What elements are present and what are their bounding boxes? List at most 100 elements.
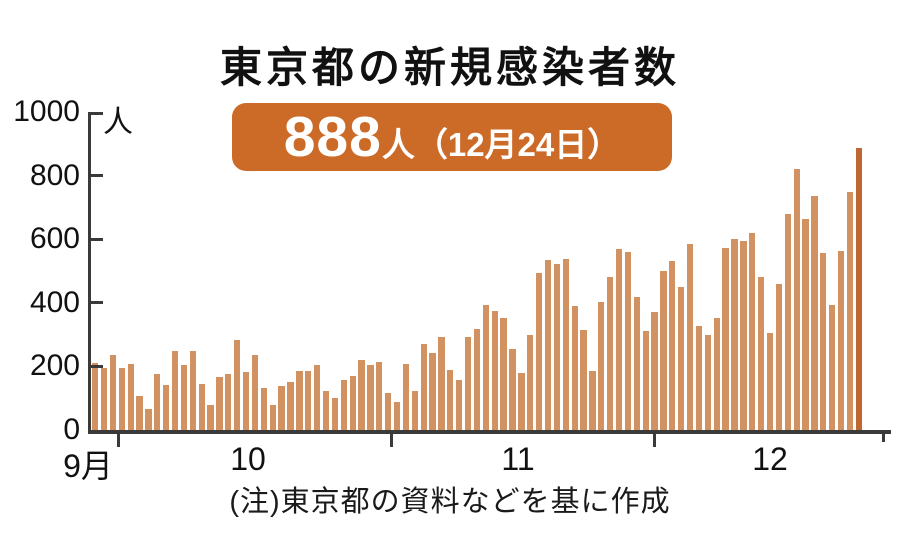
bar [553, 264, 561, 430]
bar [607, 277, 614, 430]
bar [562, 258, 569, 430]
bar [154, 373, 161, 430]
bar [367, 365, 374, 430]
bar [118, 367, 125, 430]
bar [198, 383, 205, 430]
chart-title: 東京都の新規感染者数 [219, 44, 680, 91]
bar [322, 390, 330, 430]
bar [740, 240, 747, 430]
y-axis-tick-label: 200 [29, 349, 80, 383]
bar [811, 195, 818, 430]
y-axis-tick [91, 112, 103, 115]
y-axis-tick [91, 301, 103, 305]
bar [491, 311, 498, 430]
y-axis-tick [91, 237, 103, 241]
bar [624, 251, 632, 430]
bar [269, 405, 276, 430]
y-axis-unit-label: 人 [103, 106, 133, 139]
bar [376, 361, 383, 430]
bar [234, 339, 241, 430]
bar [855, 147, 862, 430]
badge-value: 888 [283, 105, 382, 169]
bar [713, 318, 720, 430]
bar [456, 380, 463, 430]
bar [314, 365, 321, 430]
y-axis-tick-label: 600 [29, 222, 80, 256]
bar [296, 371, 303, 430]
bar [722, 248, 729, 430]
bar [615, 248, 623, 430]
bar [598, 302, 605, 430]
x-axis-tick [390, 430, 393, 447]
bar [358, 359, 365, 430]
bar [349, 375, 356, 430]
bar [447, 369, 454, 430]
bar [695, 326, 703, 430]
bar [464, 336, 472, 430]
bar [402, 363, 410, 430]
badge-date: 人（12月24日） [381, 126, 621, 163]
bar [287, 382, 294, 430]
x-axis-tick [882, 430, 885, 442]
y-axis-tick-label: 0 [63, 413, 80, 446]
bar [278, 385, 285, 430]
x-axis-tick [117, 430, 120, 447]
bar [225, 373, 232, 430]
bar [758, 277, 765, 430]
bar [482, 305, 490, 430]
bar [544, 260, 552, 430]
bar [820, 253, 827, 430]
bar [536, 273, 543, 430]
bar [704, 334, 712, 430]
bar [127, 364, 134, 430]
bar [473, 329, 481, 430]
bar [651, 311, 658, 430]
bar [393, 402, 401, 430]
bar [775, 283, 783, 430]
bar [766, 333, 774, 430]
bar [100, 368, 108, 430]
bar [846, 192, 854, 430]
bar [251, 355, 259, 430]
bar [731, 238, 738, 430]
y-axis-tick [91, 364, 103, 368]
bar [305, 370, 312, 430]
source-note: (注)東京都の資料などを基に作成 [229, 486, 671, 518]
bar [500, 318, 507, 430]
bar [642, 331, 649, 430]
bar [145, 409, 152, 430]
bar [171, 351, 179, 430]
bar [340, 379, 347, 430]
y-axis-tick-label: 400 [29, 285, 80, 319]
x-axis-month-label: 11 [501, 441, 535, 477]
bar [180, 365, 188, 430]
bar [527, 335, 534, 430]
x-axis-tick [653, 430, 656, 447]
latest-value-badge: 888 人（12月24日） [232, 103, 672, 171]
y-axis-tick-label: 800 [29, 158, 80, 192]
bar [260, 388, 268, 430]
y-axis-tick-label: 1000 [13, 95, 80, 128]
bar [571, 305, 578, 430]
x-axis-month-label: 12 [752, 441, 788, 477]
bar [216, 377, 223, 430]
bar [331, 397, 339, 430]
bar [420, 344, 427, 430]
bar [784, 214, 791, 430]
x-axis-month-label: 9月 [63, 448, 113, 484]
bar [411, 391, 418, 430]
bar [802, 218, 809, 430]
bar [242, 371, 250, 430]
bar [136, 395, 143, 430]
bar [92, 362, 99, 430]
bar [189, 350, 196, 430]
x-axis-month-label: 10 [230, 441, 266, 477]
bar [163, 384, 170, 430]
bar [580, 330, 587, 430]
bar [518, 372, 525, 430]
bar [749, 232, 756, 430]
bar [385, 393, 392, 430]
bar [509, 348, 516, 430]
bar [207, 405, 214, 430]
bar [438, 336, 445, 430]
